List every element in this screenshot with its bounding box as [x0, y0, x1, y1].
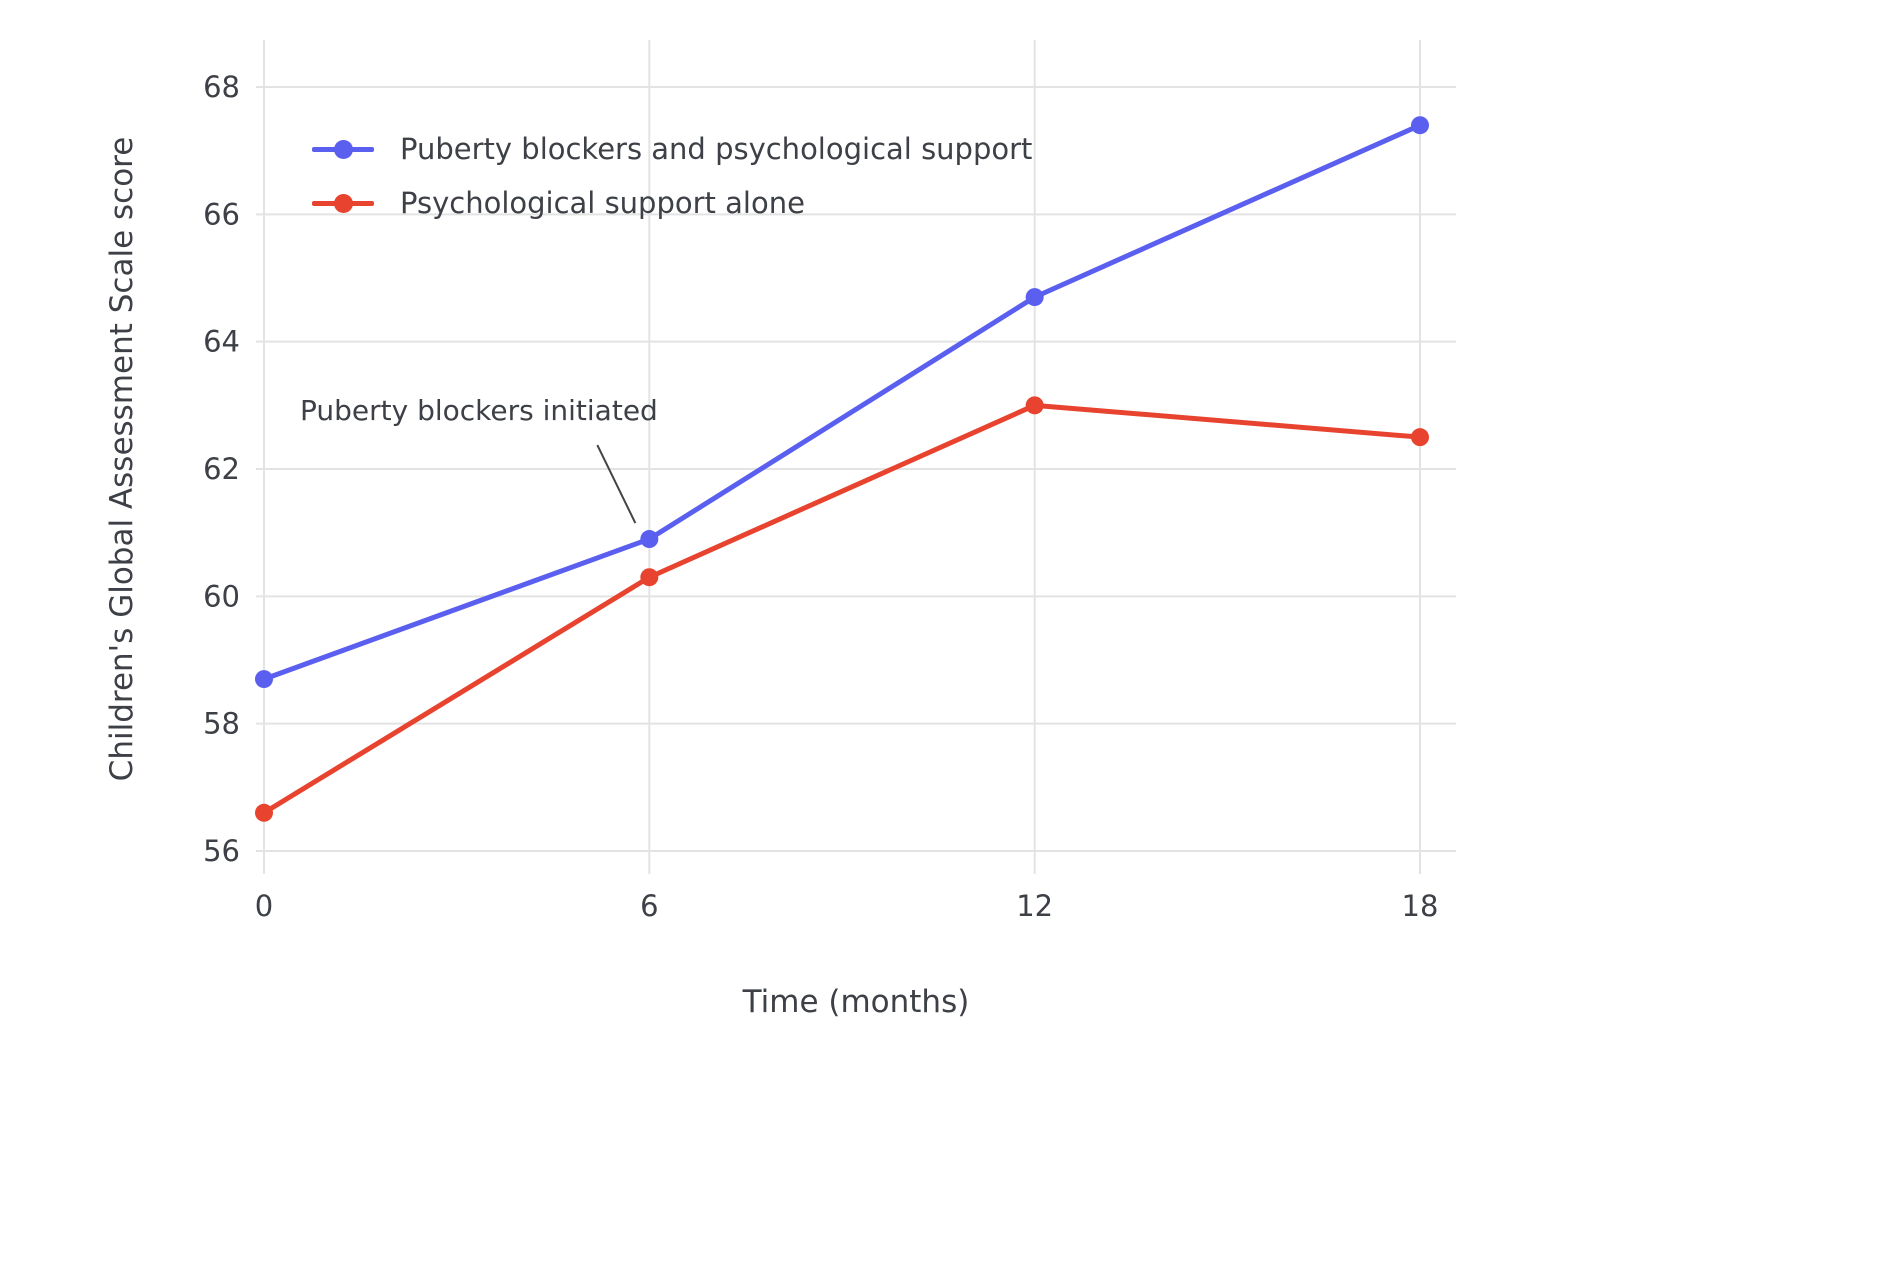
y-tick-label: 56 [203, 834, 240, 868]
data-point [255, 670, 273, 689]
y-tick-label: 64 [203, 325, 240, 359]
data-point [1025, 396, 1044, 415]
x-tick-label: 12 [1016, 889, 1053, 923]
y-axis-title: Children's Global Assessment Scale score [104, 136, 140, 782]
annotation-text: Puberty blockers initiated [300, 394, 658, 427]
y-tick-label: 66 [203, 197, 240, 231]
data-point [640, 530, 659, 549]
x-axis-title: Time (months) [742, 984, 970, 1020]
legend-label: Puberty blockers and psychological suppo… [400, 132, 1033, 166]
legend-item-support-alone[interactable]: Psychological support alone [312, 176, 1032, 230]
annotation-pointer-line [596, 444, 637, 524]
data-point [640, 568, 659, 587]
legend-label: Psychological support alone [400, 186, 805, 220]
x-tick-label: 18 [1402, 889, 1439, 923]
legend-line-swatch [312, 193, 374, 213]
data-point [1025, 288, 1044, 307]
y-tick-label: 58 [203, 707, 240, 741]
series-line-1 [261, 402, 1423, 816]
data-point [1411, 116, 1429, 135]
x-tick-label: 0 [255, 889, 273, 923]
x-tick-label: 6 [640, 889, 658, 923]
y-tick-label: 60 [203, 579, 240, 613]
data-point [255, 803, 273, 822]
legend-item-blockers[interactable]: Puberty blockers and psychological suppo… [312, 122, 1032, 176]
legend-marker-dot [334, 193, 353, 213]
data-point [1411, 428, 1429, 447]
y-tick-label: 62 [203, 452, 240, 486]
series-line-0 [261, 122, 1423, 682]
y-tick-label: 68 [203, 70, 240, 104]
legend-marker-dot [334, 139, 353, 159]
legend: Puberty blockers and psychological suppo… [312, 122, 1032, 230]
legend-line-swatch [312, 139, 374, 159]
